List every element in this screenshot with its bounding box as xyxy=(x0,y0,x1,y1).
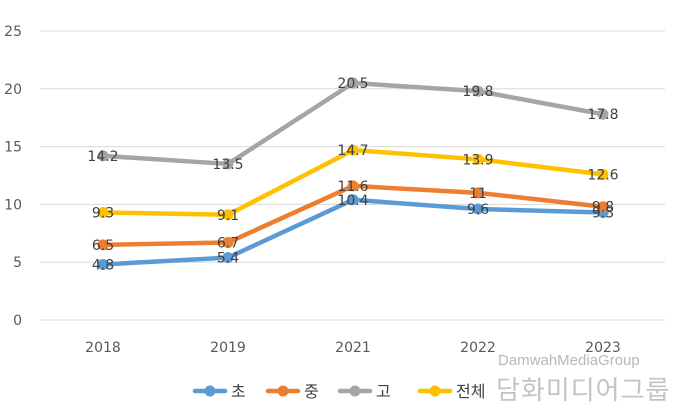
y-tick-label: 15 xyxy=(4,140,22,156)
data-label: 14.7 xyxy=(337,143,368,159)
data-label: 13.5 xyxy=(212,157,243,173)
data-point xyxy=(97,150,109,162)
y-tick-label: 5 xyxy=(13,255,22,271)
watermark-english: DamwahMediaGroup xyxy=(498,352,640,369)
series-lines xyxy=(97,77,609,271)
data-point xyxy=(222,252,234,264)
y-tick-label: 20 xyxy=(4,82,22,98)
data-point xyxy=(597,108,609,120)
y-axis-ticks: 0 5 10 15 20 25 xyxy=(4,24,22,329)
data-label: 12.6 xyxy=(587,167,618,183)
series-line-0 xyxy=(100,197,606,267)
data-point xyxy=(222,158,234,170)
y-tick-label: 25 xyxy=(4,24,22,40)
data-point xyxy=(472,85,484,97)
legend-label: 전체 xyxy=(456,382,485,401)
data-point xyxy=(347,77,359,89)
data-label: 4.8 xyxy=(92,258,114,274)
data-point xyxy=(347,144,359,156)
legend: 초 중 고 전체 xyxy=(192,382,485,401)
data-label: 11 xyxy=(469,186,487,202)
data-point xyxy=(472,153,484,165)
legend-label: 고 xyxy=(376,382,391,401)
y-tick-label: 10 xyxy=(4,197,22,213)
y-tick-label: 0 xyxy=(13,313,22,329)
x-tick-label: 2019 xyxy=(210,340,246,356)
x-tick-label: 2018 xyxy=(85,340,121,356)
data-labels: 4.8 5.4 10.4 9.6 9.3 6.5 6.7 11.6 11 9.8 14.2 13.5 2… xyxy=(87,76,618,273)
x-tick-label: 2023 xyxy=(585,340,621,356)
data-point xyxy=(347,194,359,206)
data-point xyxy=(472,203,484,215)
data-point xyxy=(222,237,234,249)
data-label: 6.7 xyxy=(217,236,239,252)
data-point xyxy=(597,201,609,213)
data-label: 9.1 xyxy=(217,208,239,224)
data-point xyxy=(472,187,484,199)
data-label: 9.8 xyxy=(592,200,614,216)
x-axis-ticks: 2018 2019 2021 2022 2023 xyxy=(85,340,621,356)
legend-marker xyxy=(277,385,289,397)
data-label: 14.2 xyxy=(87,149,118,165)
x-tick-label: 2022 xyxy=(460,340,496,356)
data-label: 9.6 xyxy=(467,202,489,218)
data-label: 11.6 xyxy=(337,179,368,195)
watermark-korean: 담화미디어그룹 xyxy=(496,376,671,406)
data-label: 17.8 xyxy=(587,107,618,123)
gridlines xyxy=(40,30,665,321)
legend-marker xyxy=(349,385,361,397)
legend-marker xyxy=(204,385,216,397)
data-point xyxy=(97,259,109,271)
data-point xyxy=(597,168,609,180)
data-label: 20.5 xyxy=(337,76,368,92)
data-point xyxy=(347,180,359,192)
legend-label: 중 xyxy=(304,382,319,401)
legend-marker xyxy=(429,385,441,397)
x-tick-label: 2021 xyxy=(335,340,371,356)
data-label: 19.8 xyxy=(462,84,493,100)
data-label: 6.5 xyxy=(92,238,114,254)
data-label: 5.4 xyxy=(217,251,239,267)
data-label: 13.9 xyxy=(462,152,493,168)
data-point xyxy=(97,239,109,251)
data-point xyxy=(222,209,234,221)
data-point xyxy=(97,206,109,218)
data-label: 10.4 xyxy=(337,193,368,209)
data-label: 9.3 xyxy=(592,205,614,221)
data-label: 9.3 xyxy=(92,205,114,221)
legend-label: 초 xyxy=(231,382,246,401)
